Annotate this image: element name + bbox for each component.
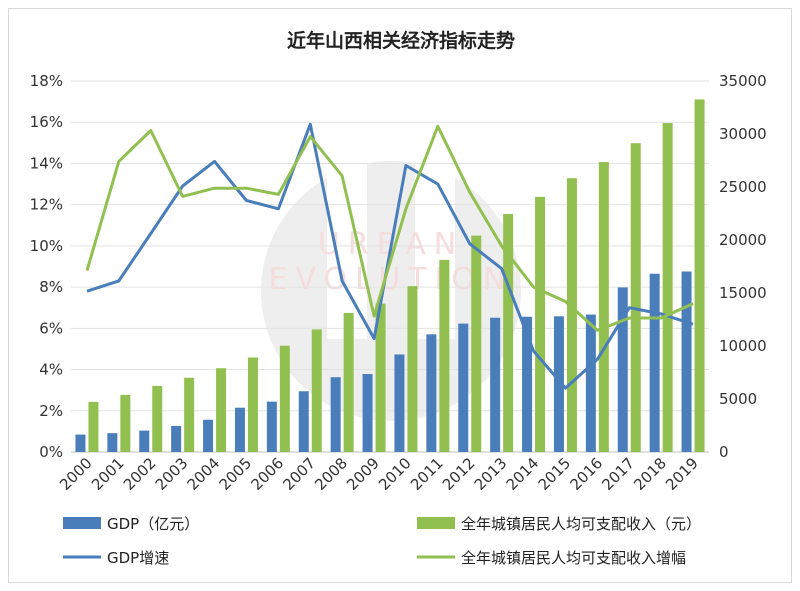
bar-gdp	[330, 377, 341, 452]
right-tick-label: 30000	[719, 125, 767, 143]
left-tick-label: 6%	[39, 319, 63, 337]
bar-gdp	[490, 317, 501, 452]
chart-svg: URBAN EVOLUTION 近年山西相关经济指标走势 0% 2% 4% 6% 8% 1…	[30, 29, 767, 567]
bar-gdp	[75, 434, 86, 452]
legend-swatch-bar	[417, 517, 455, 529]
legend-label: 全年城镇居民人均可支配收入增幅	[461, 549, 686, 567]
watermark-logo: URBAN EVOLUTION	[261, 159, 521, 421]
bar-income	[662, 123, 673, 453]
x-tick-label: 2014	[503, 454, 543, 494]
bars-group	[75, 99, 705, 453]
bar-gdp	[234, 407, 245, 452]
bar-income	[311, 329, 322, 452]
bar-income	[598, 162, 609, 453]
x-tick-label: 2018	[630, 454, 670, 494]
left-tick-label: 16%	[30, 113, 63, 131]
bar-gdp	[585, 314, 596, 452]
legend-label: GDP（亿元）	[107, 515, 199, 533]
bar-income	[247, 357, 258, 452]
bar-income	[630, 143, 641, 452]
x-tick-label: 2019	[662, 454, 702, 494]
x-tick-label: 2006	[247, 454, 287, 494]
right-axis: 0 5000 10000 15000 20000 25000 30000 35000	[719, 72, 767, 461]
line-income-growth	[85, 124, 694, 332]
bar-gdp	[298, 391, 309, 452]
bar-gdp	[681, 271, 692, 452]
bar-gdp	[458, 323, 469, 452]
left-tick-label: 18%	[30, 72, 63, 90]
chart-frame: URBAN EVOLUTION 近年山西相关经济指标走势 0% 2% 4% 6% 8% 1…	[8, 8, 792, 583]
left-tick-label: 14%	[30, 154, 63, 172]
left-axis: 0% 2% 4% 6% 8% 10% 12% 14% 16% 18%	[30, 72, 63, 461]
x-tick-label: 2001	[88, 454, 128, 494]
bar-income	[120, 394, 131, 452]
bar-income	[566, 178, 577, 452]
bar-gdp	[553, 316, 564, 452]
lines-group	[85, 122, 694, 390]
x-tick-label: 2003	[152, 454, 192, 494]
x-tick-label: 2009	[343, 454, 383, 494]
x-tick-label: 2015	[535, 454, 575, 494]
bar-income	[439, 259, 450, 452]
x-tick-label: 2013	[471, 454, 511, 494]
left-tick-label: 0%	[39, 443, 63, 461]
bar-income	[471, 235, 482, 452]
bar-gdp	[394, 354, 405, 452]
left-tick-label: 8%	[39, 278, 63, 296]
bar-income	[375, 303, 386, 452]
bar-gdp	[426, 334, 437, 452]
bar-income	[216, 368, 227, 452]
x-tick-label: 2017	[598, 454, 638, 494]
legend-label: 全年城镇居民人均可支配收入（元）	[461, 515, 701, 533]
bar-gdp	[522, 316, 533, 452]
right-tick-label: 20000	[719, 231, 767, 249]
bar-income	[503, 213, 514, 452]
right-tick-label: 25000	[719, 178, 767, 196]
watermark-text-line1: URBAN	[318, 227, 464, 262]
bar-gdp	[266, 401, 277, 452]
left-tick-label: 10%	[30, 237, 63, 255]
bar-income	[694, 99, 705, 453]
right-tick-label: 35000	[719, 72, 767, 90]
left-tick-label: 4%	[39, 361, 63, 379]
x-tick-label: 2005	[216, 454, 256, 494]
x-axis: 2000200120022003200420052006200720082009…	[56, 454, 702, 494]
x-tick-label: 2010	[375, 454, 415, 494]
watermark-circle	[261, 161, 521, 421]
x-tick-label: 2016	[566, 454, 606, 494]
bar-gdp	[362, 374, 373, 452]
line-gdp-growth	[86, 122, 694, 390]
right-tick-label: 15000	[719, 284, 767, 302]
bar-income	[152, 385, 163, 452]
bar-gdp	[107, 433, 118, 452]
legend-swatch-bar	[63, 517, 101, 529]
x-tick-label: 2007	[279, 454, 319, 494]
x-tick-label: 2002	[120, 454, 160, 494]
left-tick-label: 12%	[30, 196, 63, 214]
bar-gdp	[171, 425, 182, 452]
bar-gdp	[203, 419, 214, 452]
left-tick-label: 2%	[39, 402, 63, 420]
bar-income	[184, 377, 195, 452]
x-tick-label: 2004	[184, 454, 224, 494]
bar-income	[407, 286, 418, 452]
bar-income	[88, 401, 99, 452]
right-tick-label: 10000	[719, 337, 767, 355]
x-tick-label: 2012	[439, 454, 479, 494]
right-tick-label: 0	[719, 443, 729, 461]
bar-gdp	[617, 287, 628, 452]
right-tick-label: 5000	[719, 390, 757, 408]
x-tick-label: 2008	[311, 454, 351, 494]
bar-income	[279, 345, 290, 452]
chart-title: 近年山西相关经济指标走势	[287, 29, 515, 52]
legend-label: GDP增速	[107, 549, 169, 567]
bar-income	[535, 196, 546, 452]
legend: GDP（亿元） 全年城镇居民人均可支配收入（元） GDP增速 全年城镇居民人均可支配收…	[63, 515, 701, 567]
bar-income	[343, 312, 354, 452]
bar-gdp	[139, 430, 150, 452]
x-tick-label: 2011	[407, 454, 447, 494]
bar-gdp	[649, 273, 660, 452]
